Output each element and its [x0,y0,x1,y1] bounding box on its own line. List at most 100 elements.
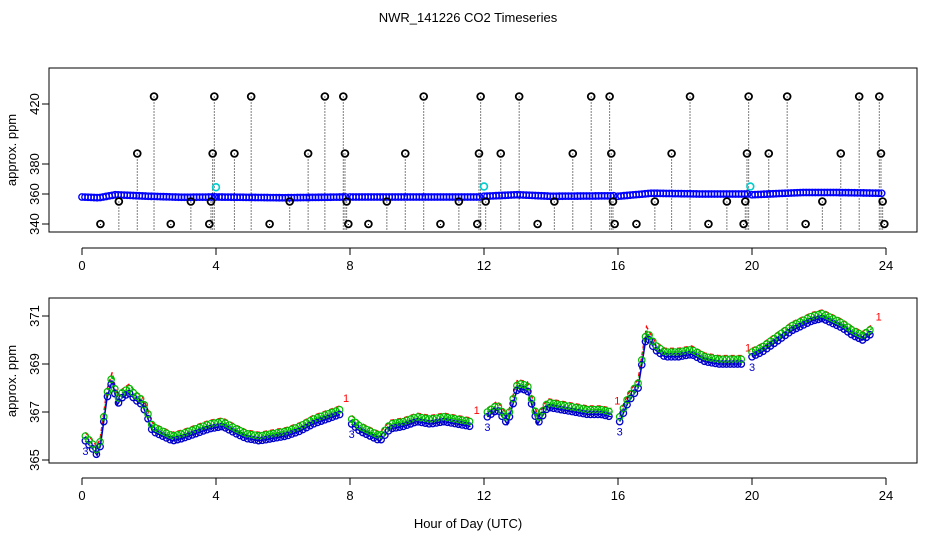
y-tick-label: 360 [27,183,42,205]
series-point-3 [110,389,119,398]
series-point-2 [247,430,255,439]
series-point-2 [825,313,834,321]
series-point-3 [509,399,517,408]
series-point-3 [505,412,514,421]
series-point-2 [730,355,738,364]
series-point-3 [498,412,506,421]
series-point-3 [265,435,274,443]
series-point-2 [605,407,613,416]
flagged-point [166,219,176,229]
data-point [743,190,752,198]
series-point-2 [707,354,716,362]
series-point-3 [722,360,731,368]
series-point-2 [821,311,830,320]
series-label-3: 3 [349,429,355,441]
series-point-2 [649,337,657,346]
bottom-plot-frame [48,297,918,464]
series-point-3 [144,414,152,423]
series-point-2 [553,400,562,408]
series-point-3 [663,352,672,361]
x-axis-label: Hour of Day (UTC) [414,516,522,531]
series-point-3 [512,386,521,395]
flagged-point [364,219,373,229]
series-point-2 [166,431,174,439]
series-point-2 [564,402,573,410]
series-point-2 [722,355,731,364]
flagged-point [740,197,750,206]
series-point-3 [619,409,628,418]
series-point-2 [151,424,160,432]
series-point-2 [447,414,455,422]
series-point-3 [630,389,639,398]
series-point-2 [583,405,591,414]
series-point-2 [571,403,580,412]
series-point-3 [88,445,97,453]
series-point-2 [451,414,459,423]
flagged-point [205,219,214,229]
series-point-2 [847,325,856,334]
chart-title: NWR_141226 CO2 Timeseries [379,10,558,25]
series-point-3 [462,421,470,430]
x-tick-label: 12 [477,258,491,273]
series-point-2 [737,355,746,364]
series-point-3 [641,337,650,346]
series-point-2 [671,348,679,356]
series-point-3 [199,427,208,435]
series-point-3 [803,319,812,328]
series-point-3 [295,427,303,436]
series-point-3 [273,433,281,442]
flagged-point [632,219,641,229]
series-point-3 [866,330,874,339]
series-point-2 [546,399,554,407]
series-point-3 [114,399,123,407]
flagged-point [114,197,124,206]
flagged-point [230,149,239,158]
flagged-point [818,197,827,206]
series-point-2 [458,416,467,424]
y-tick-label: 420 [27,93,42,115]
series-point-2 [520,380,529,389]
series-point-3 [814,315,823,324]
series-point-2 [568,402,576,411]
series-point-2 [494,402,503,411]
series-point-3 [594,410,602,419]
series-point-3 [373,435,382,444]
series-point-3 [605,412,613,421]
series-point-3 [195,428,204,437]
series-point-3 [796,322,804,331]
series-point-2 [251,431,259,439]
series-point-3 [645,335,654,344]
series-point-3 [206,424,215,433]
series-point-2 [637,356,646,364]
series-point-3 [623,400,631,409]
series-point-2 [240,428,248,437]
series-point-2 [465,417,474,426]
series-point-2 [667,348,676,356]
series-label-3: 3 [617,427,623,439]
series-point-3 [538,411,547,420]
series-point-3 [626,394,635,403]
data-point [341,193,350,201]
series-point-3 [755,349,764,358]
x-tick-label: 20 [745,488,759,503]
x-tick-label: 12 [477,488,491,503]
flagged-point [382,197,392,206]
flagged-point [514,92,524,101]
series-point-3 [92,450,101,459]
series-point-2 [421,414,430,423]
series-point-2 [162,429,171,437]
series-point-3 [549,404,558,413]
series-point-3 [96,442,104,451]
flagged-point [876,149,886,158]
series-point-3 [399,422,408,431]
series-point-2 [355,421,363,430]
flagged-point [208,149,217,158]
series-point-2 [232,425,241,433]
series-point-3 [590,410,599,419]
series-line-2 [84,375,341,453]
series-point-2 [689,346,698,355]
series-point-2 [645,331,653,339]
series-point-3 [313,418,322,427]
series-point-3 [667,352,676,361]
series-point-3 [321,415,329,424]
